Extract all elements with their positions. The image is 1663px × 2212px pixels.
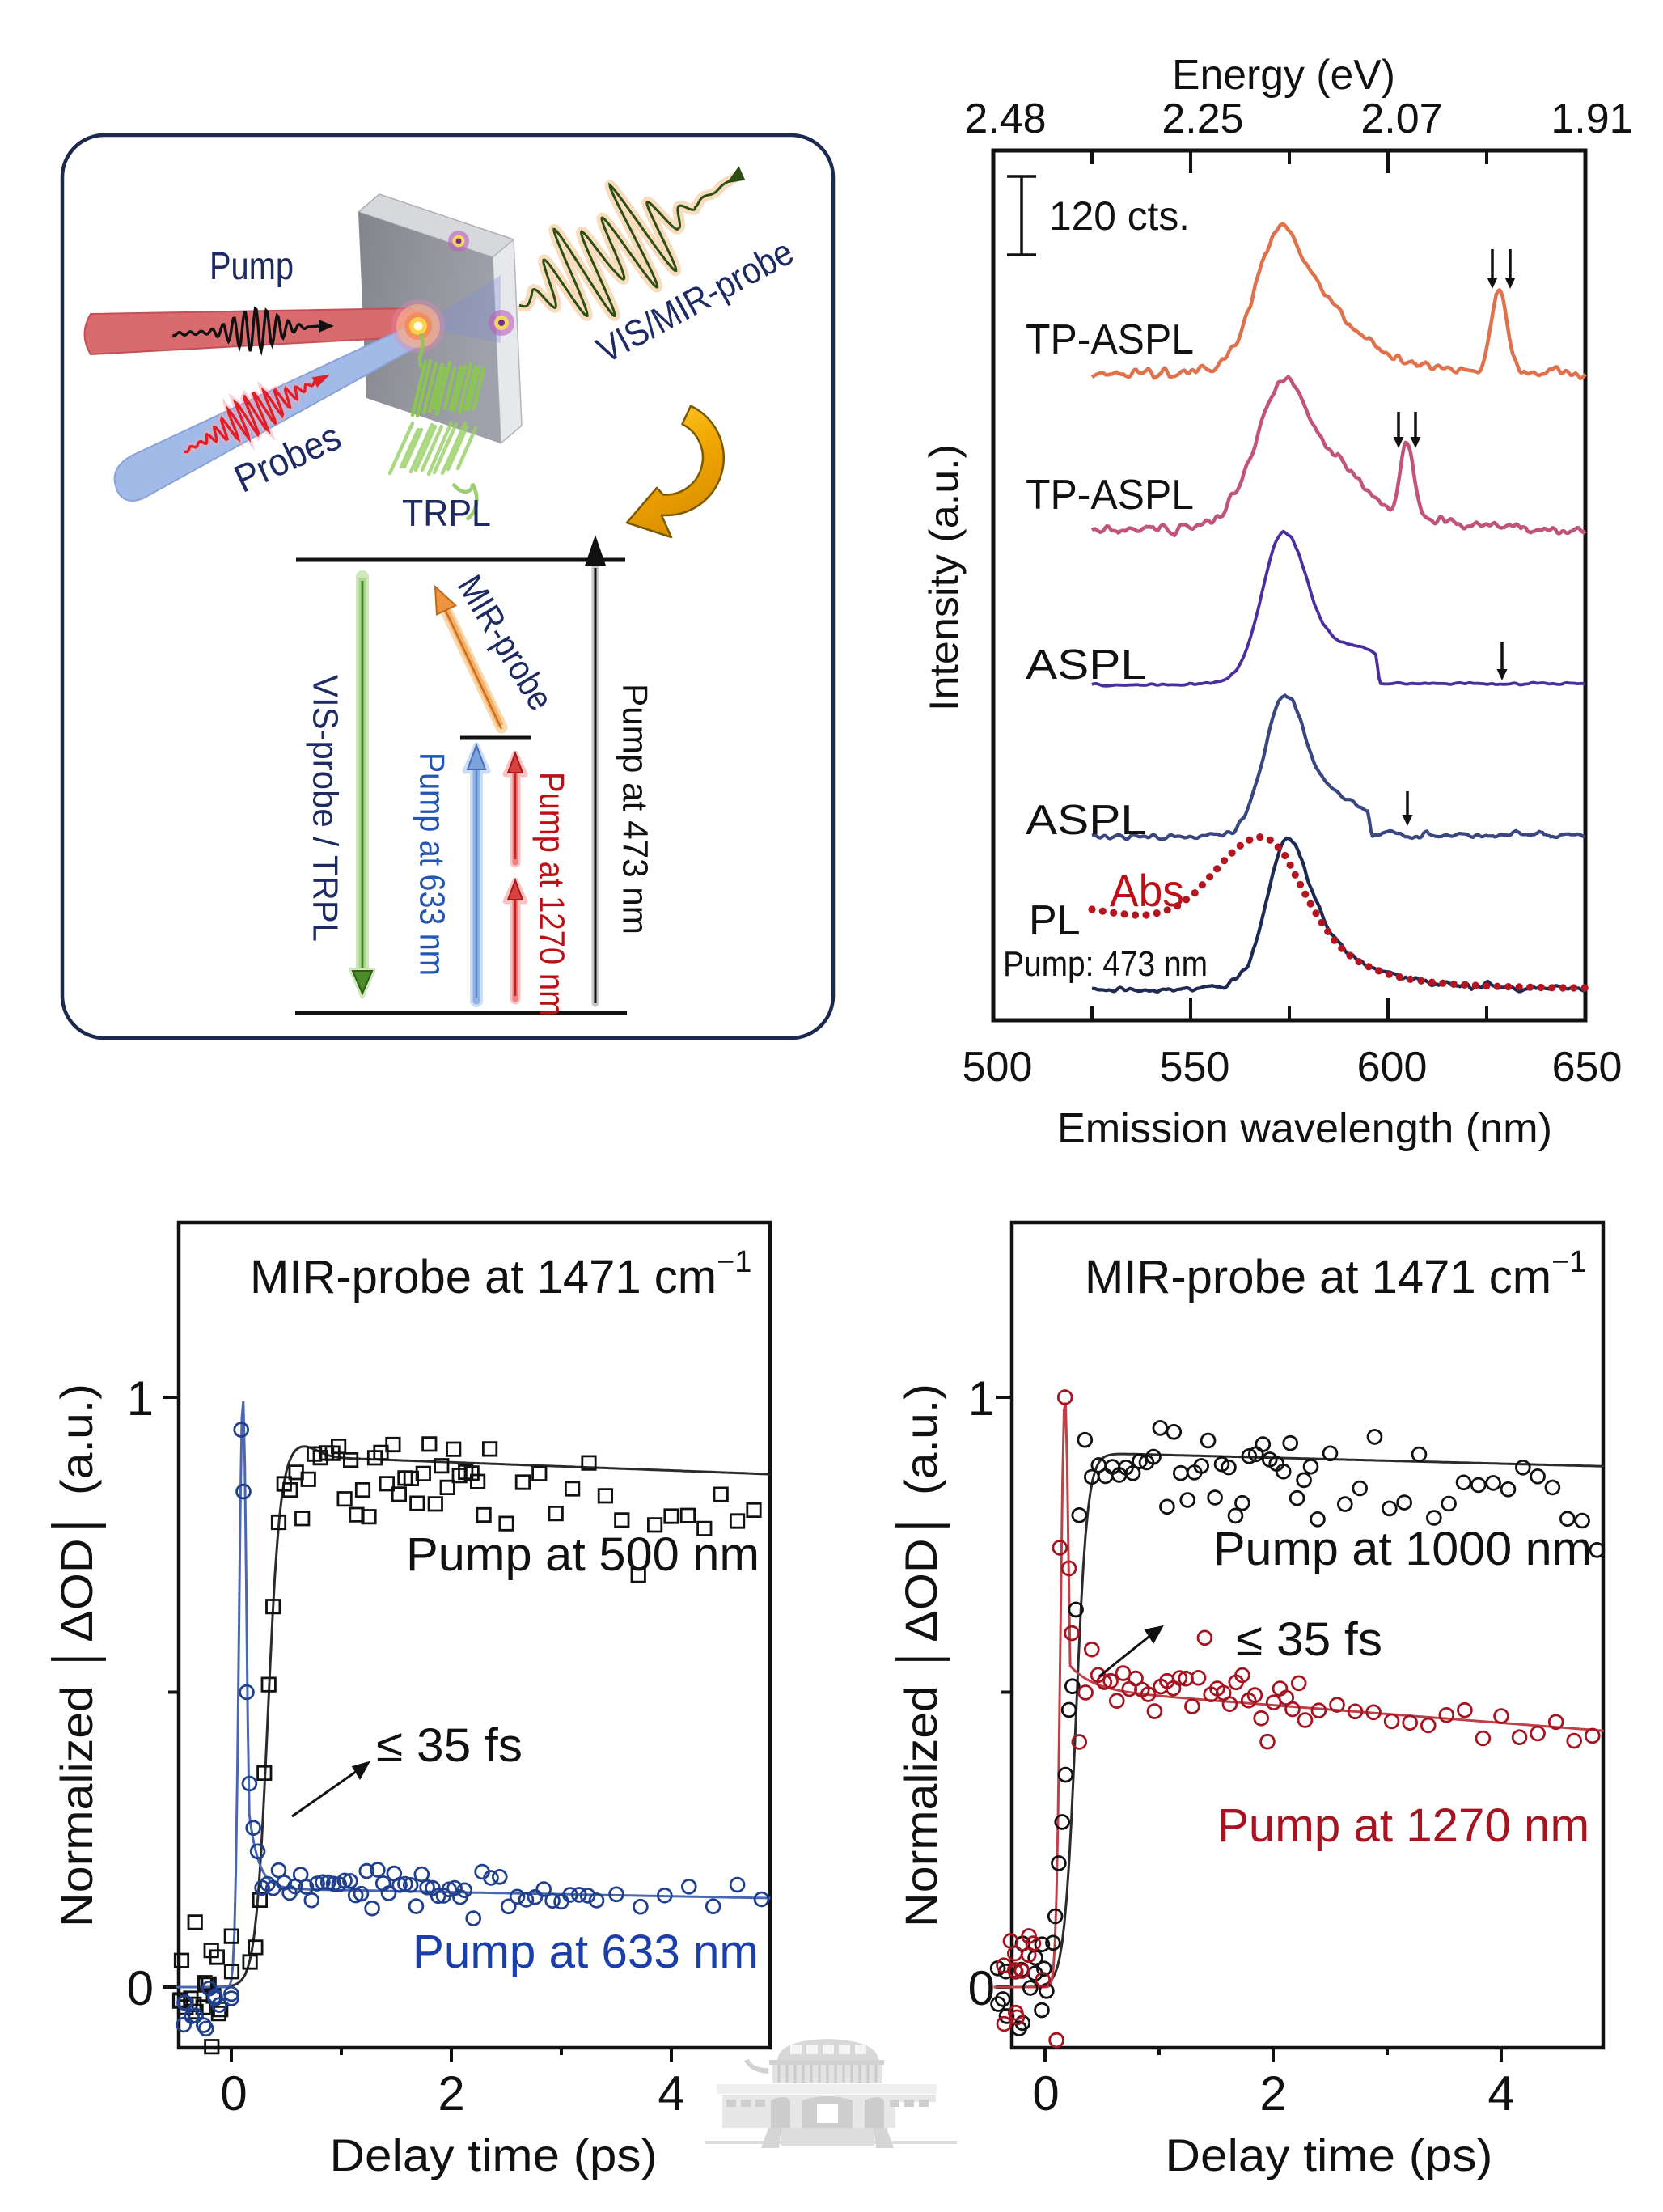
svg-text:Energy (eV): Energy (eV): [1172, 52, 1395, 99]
svg-text:Pump at 473 nm: Pump at 473 nm: [615, 684, 654, 934]
svg-text:650: 650: [1552, 1044, 1623, 1091]
svg-text:ASPL: ASPL: [1026, 642, 1147, 689]
svg-text:≤ 35 fs: ≤ 35 fs: [376, 1719, 523, 1772]
svg-text:Pump at 633 nm: Pump at 633 nm: [413, 1926, 759, 1978]
svg-text:PL: PL: [1029, 897, 1081, 944]
svg-text:2.25: 2.25: [1162, 95, 1243, 142]
svg-text:Pump at 1270 nm: Pump at 1270 nm: [531, 772, 571, 1016]
svg-text:1: 1: [127, 1371, 154, 1426]
svg-text:Normalized │ΔOD│ (a.u.): Normalized │ΔOD│ (a.u.): [895, 1384, 950, 1927]
svg-text:1.91: 1.91: [1551, 95, 1632, 142]
svg-text:TRPL: TRPL: [402, 492, 491, 534]
svg-text:2: 2: [1259, 2066, 1286, 2121]
svg-text:Pump at 1270 nm: Pump at 1270 nm: [1217, 1799, 1589, 1852]
svg-text:2.48: 2.48: [964, 95, 1046, 142]
svg-text:Pump at 500 nm: Pump at 500 nm: [406, 1528, 760, 1581]
svg-text:500: 500: [963, 1044, 1033, 1091]
svg-text:0: 0: [1032, 2066, 1059, 2121]
svg-text:MIR-probe at 1471 cm−1: MIR-probe at 1471 cm−1: [250, 1245, 751, 1303]
svg-text:2.07: 2.07: [1360, 95, 1442, 142]
svg-text:1: 1: [968, 1371, 995, 1426]
svg-text:ASPL: ASPL: [1026, 797, 1147, 844]
svg-text:TP-ASPL: TP-ASPL: [1026, 472, 1194, 519]
svg-text:0: 0: [968, 1961, 995, 2015]
svg-text:Abs: Abs: [1110, 865, 1184, 916]
svg-text:550: 550: [1160, 1044, 1230, 1091]
svg-text:4: 4: [658, 2066, 684, 2121]
svg-text:4: 4: [1487, 2066, 1514, 2121]
svg-text:TP-ASPL: TP-ASPL: [1026, 316, 1194, 363]
svg-text:600: 600: [1357, 1044, 1428, 1091]
svg-text:≤ 35 fs: ≤ 35 fs: [1236, 1613, 1382, 1666]
svg-text:Pump: 473 nm: Pump: 473 nm: [1003, 944, 1208, 984]
svg-text:MIR-probe at 1471 cm−1: MIR-probe at 1471 cm−1: [1085, 1245, 1586, 1303]
svg-text:Delay time (ps): Delay time (ps): [330, 2129, 658, 2180]
svg-text:0: 0: [220, 2066, 247, 2121]
svg-text:Delay time (ps): Delay time (ps): [1166, 2129, 1493, 2180]
svg-text:0: 0: [127, 1961, 154, 2015]
svg-text:Emission wavelength (nm): Emission wavelength (nm): [1057, 1105, 1552, 1152]
svg-text:Pump at 633 nm: Pump at 633 nm: [412, 752, 451, 976]
svg-text:VIS-probe / TRPL: VIS-probe / TRPL: [305, 675, 345, 942]
svg-text:2: 2: [438, 2066, 464, 2121]
svg-text:Intensity (a.u.): Intensity (a.u.): [921, 444, 967, 711]
svg-text:Pump at 1000 nm: Pump at 1000 nm: [1213, 1523, 1592, 1575]
svg-text:Normalized │ΔOD│ (a.u.): Normalized │ΔOD│ (a.u.): [51, 1384, 106, 1927]
svg-text:120 cts.: 120 cts.: [1049, 193, 1190, 239]
svg-text:Pump: Pump: [209, 245, 294, 288]
